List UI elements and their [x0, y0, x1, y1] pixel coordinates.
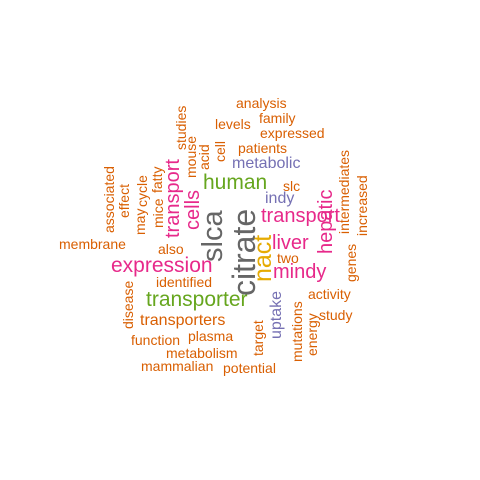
word-genes: genes [343, 243, 359, 282]
word-potential: potential [223, 360, 276, 376]
word-two: two [277, 250, 299, 266]
word-mice: mice [150, 198, 166, 228]
word-membrane: membrane [59, 236, 126, 252]
word-fatty: fatty [149, 166, 165, 193]
word-liver: liver [272, 232, 309, 254]
word-uptake: uptake [268, 290, 285, 339]
word-also: also [158, 241, 184, 257]
word-transporter: transporter [146, 288, 248, 311]
word-identified: identified [156, 274, 213, 290]
word-expression: expression [111, 254, 213, 277]
word-metabolism: metabolism [166, 345, 238, 361]
word-expressed: expressed [260, 125, 325, 141]
word-gene: transport [261, 205, 340, 227]
word-activity: activity [308, 286, 351, 302]
word-cell: cell [212, 140, 228, 162]
word-disease: disease [120, 280, 136, 329]
word-mindy: mindy [273, 261, 327, 283]
word-nact: nact [249, 234, 277, 282]
word-function: function [131, 332, 181, 348]
word-transporters: transporters [140, 312, 226, 329]
word-human: human [203, 171, 268, 194]
word-intermediates: intermediates [336, 149, 352, 234]
word-acid: acid [196, 144, 212, 170]
word-levels: levels [215, 116, 251, 132]
word-mammalian: mammalian [141, 358, 214, 374]
word-indy: indy [265, 190, 295, 207]
word-target: target [250, 320, 266, 356]
word-patients: patients [238, 140, 288, 156]
word-hepatic: hepatic [315, 189, 337, 255]
word-analysis: analysis [236, 95, 287, 111]
word-family: family [259, 110, 296, 126]
word-transport: transport [162, 159, 184, 238]
word-plasma: plasma [188, 328, 234, 344]
word-associated: associated [101, 166, 117, 233]
word-cycle: cycle [134, 175, 150, 207]
word-slc: slc [283, 178, 301, 194]
word-may: may [132, 208, 148, 235]
word-mutations: mutations [289, 301, 305, 362]
word-increased: increased [354, 175, 370, 236]
word-energy: energy [304, 313, 320, 356]
word-cells: cells [182, 189, 204, 230]
word-effect: effect [116, 184, 132, 218]
word-study: study [319, 307, 353, 323]
word-metabolic: metabolic [232, 155, 301, 172]
